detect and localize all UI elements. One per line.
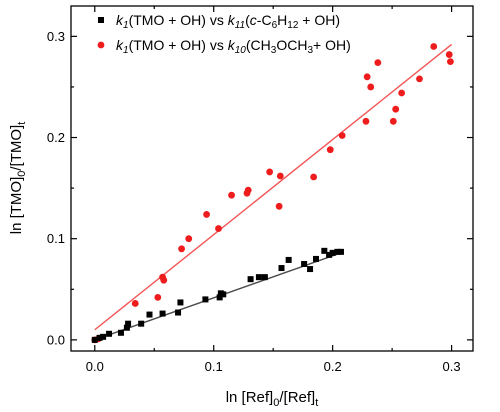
data-point-series-1 xyxy=(96,334,103,341)
data-point-series-2 xyxy=(367,83,375,91)
data-point-series-1 xyxy=(146,311,153,318)
data-point-series-1 xyxy=(106,330,113,337)
data-point-series-1 xyxy=(261,274,268,281)
data-point-series-1 xyxy=(337,248,344,255)
data-point-series-2 xyxy=(398,89,406,97)
data-point-series-1 xyxy=(247,276,254,283)
x-axis-title: ln [Ref]0/[Ref]t xyxy=(226,389,319,409)
data-point-series-2 xyxy=(447,58,454,66)
legend-marker-series-2 xyxy=(97,41,105,49)
data-point-series-1 xyxy=(301,260,308,267)
data-point-series-2 xyxy=(244,186,252,194)
data-point-series-2 xyxy=(185,235,193,243)
data-point-series-2 xyxy=(389,117,397,125)
data-point-series-1 xyxy=(175,309,182,316)
legend-label-series-1: k1(TMO + OH) vs k11(c-C6H12 + OH) xyxy=(116,12,340,31)
data-point-series-2 xyxy=(374,59,382,67)
data-point-series-2 xyxy=(215,225,222,232)
y-tick-label: 0.0 xyxy=(47,332,65,347)
fit-lines xyxy=(94,43,453,341)
data-point-series-2 xyxy=(266,168,274,176)
data-point-series-2 xyxy=(310,173,318,181)
legend-marker-series-1 xyxy=(98,17,104,23)
data-point-series-1 xyxy=(100,333,107,340)
data-point-series-2 xyxy=(228,191,235,199)
data-point-series-1 xyxy=(125,320,132,327)
data-point-series-2 xyxy=(160,276,168,284)
data-point-series-1 xyxy=(138,320,145,327)
x-tick-label: 0.1 xyxy=(205,359,223,374)
data-point-series-2 xyxy=(154,293,162,301)
y-tick-label: 0.2 xyxy=(47,130,65,145)
plot-frame xyxy=(70,5,474,352)
legend: k1(TMO + OH) vs k11(c-C6H12 + OH) k1(TMO… xyxy=(97,12,351,56)
y-tick-label: 0.1 xyxy=(47,231,65,246)
y-axis-title: ln [TMO]0/[TMO]t xyxy=(8,122,28,235)
data-point-series-2 xyxy=(276,172,284,180)
data-point-series-1 xyxy=(329,249,336,256)
y-tick-label: 0.3 xyxy=(47,29,65,44)
data-marks xyxy=(91,43,454,344)
x-tick-label: 0.3 xyxy=(443,359,461,374)
data-point-series-1 xyxy=(202,296,209,303)
data-point-series-2 xyxy=(338,132,346,139)
data-point-series-1 xyxy=(278,265,285,272)
legend-label-series-2: k1(TMO + OH) vs k10(CH3OCH3+ OH) xyxy=(116,37,351,56)
axis-ticks: 0.0 0.1 0.2 0.3 0.0 0.1 0.2 0.3 xyxy=(47,6,473,374)
data-point-series-1 xyxy=(326,251,333,258)
data-point-series-2 xyxy=(203,211,210,218)
data-point-series-2 xyxy=(326,146,334,154)
data-point-series-1 xyxy=(285,256,292,263)
data-point-series-2 xyxy=(445,51,453,58)
data-point-series-1 xyxy=(159,310,166,317)
fit-line-series-2 xyxy=(94,43,453,331)
data-point-series-2 xyxy=(363,73,371,81)
data-point-series-2 xyxy=(275,202,283,210)
x-tick-label: 0.2 xyxy=(324,359,342,374)
data-point-series-2 xyxy=(131,300,139,307)
data-point-series-2 xyxy=(362,117,370,125)
data-point-series-1 xyxy=(313,255,320,262)
data-point-series-1 xyxy=(321,247,328,254)
data-point-series-1 xyxy=(255,274,262,281)
data-point-series-1 xyxy=(216,294,223,301)
data-point-series-2 xyxy=(416,75,423,83)
data-point-series-2 xyxy=(392,105,400,113)
data-point-series-1 xyxy=(123,324,130,331)
data-point-series-2 xyxy=(178,245,186,253)
x-tick-label: 0.0 xyxy=(86,359,104,374)
data-point-series-1 xyxy=(307,266,314,273)
data-point-series-1 xyxy=(117,329,124,336)
data-point-series-1 xyxy=(91,336,98,343)
data-point-series-1 xyxy=(334,248,341,255)
data-point-series-1 xyxy=(177,299,184,306)
data-point-series-1 xyxy=(220,291,227,298)
data-point-series-2 xyxy=(430,43,438,50)
